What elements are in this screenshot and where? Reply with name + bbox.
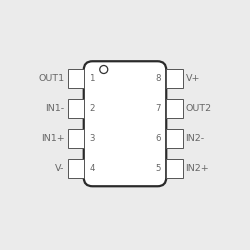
- Text: 2: 2: [89, 104, 95, 113]
- Bar: [166, 160, 182, 178]
- Text: IN2-: IN2-: [186, 134, 204, 143]
- Bar: [166, 130, 182, 148]
- Text: IN1-: IN1-: [46, 104, 64, 113]
- Text: 6: 6: [155, 134, 161, 143]
- Bar: [166, 69, 182, 88]
- Text: 5: 5: [155, 164, 161, 173]
- Bar: [68, 99, 84, 118]
- Text: 3: 3: [89, 134, 95, 143]
- Text: 8: 8: [155, 74, 161, 83]
- Bar: [68, 130, 84, 148]
- Text: IN2+: IN2+: [186, 164, 209, 173]
- Text: IN1+: IN1+: [41, 134, 64, 143]
- Text: V-: V-: [55, 164, 64, 173]
- Text: 1: 1: [89, 74, 95, 83]
- Bar: [68, 160, 84, 178]
- Text: 7: 7: [155, 104, 161, 113]
- Text: OUT2: OUT2: [186, 104, 212, 113]
- Bar: [68, 69, 84, 88]
- Text: V+: V+: [186, 74, 200, 83]
- Circle shape: [100, 66, 108, 74]
- FancyBboxPatch shape: [84, 61, 166, 186]
- Bar: [166, 99, 182, 118]
- Text: 4: 4: [89, 164, 95, 173]
- Text: OUT1: OUT1: [38, 74, 64, 83]
